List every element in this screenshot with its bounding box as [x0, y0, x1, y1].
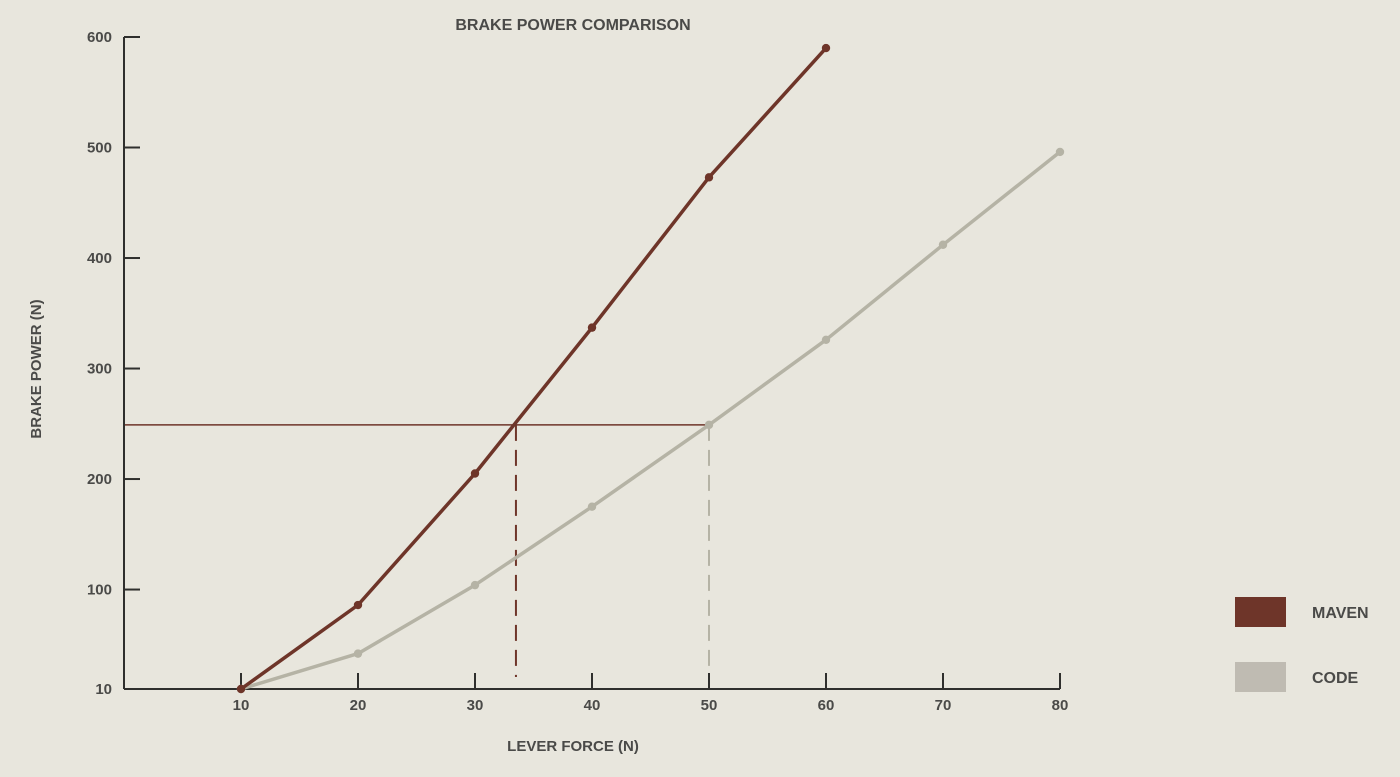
data-point-code: [587, 502, 597, 511]
y-axis-label: BRAKE POWER (N): [28, 299, 45, 438]
x-tick-label: 70: [935, 697, 952, 714]
legend-label-maven: MAVEN: [1312, 605, 1369, 622]
series-line-maven: [239, 46, 828, 691]
legend-swatch-maven: [1235, 597, 1286, 627]
data-point-code: [704, 420, 714, 430]
x-tick-label: 50: [701, 697, 718, 714]
data-point-code: [821, 335, 831, 344]
x-tick-label: 60: [818, 697, 835, 714]
x-tick-label: 10: [233, 697, 250, 714]
data-point-maven: [353, 600, 363, 610]
data-point-maven: [704, 173, 714, 182]
legend: MAVEN CODE: [1235, 597, 1369, 692]
data-point-maven: [470, 469, 480, 478]
series-line-code: [239, 150, 1062, 691]
y-tick-label: 100: [87, 582, 112, 599]
data-point-code: [353, 649, 363, 658]
data-point-maven: [236, 684, 246, 694]
x-tick-label: 20: [350, 697, 367, 714]
y-tick-label: 600: [87, 29, 112, 46]
y-tick-label: 500: [87, 140, 112, 157]
y-tick-label: 10: [95, 681, 112, 698]
tick-labels: 10 100 200 300 400 500 600 10 20 30 40 50 60 70 80: [87, 29, 1068, 714]
legend-label-code: CODE: [1312, 670, 1359, 687]
data-point-maven: [821, 43, 831, 53]
data-point-code: [938, 240, 948, 249]
x-tick-label: 40: [584, 697, 601, 714]
data-point-code: [1055, 147, 1065, 157]
x-tick-label: 30: [467, 697, 484, 714]
axes: [123, 36, 1061, 690]
data-point-maven: [587, 323, 597, 332]
series-layer: [236, 43, 1065, 694]
legend-swatch-code: [1235, 662, 1286, 692]
y-tick-label: 400: [87, 250, 112, 267]
y-tick-label: 200: [87, 471, 112, 488]
x-axis-label: LEVER FORCE (N): [507, 738, 639, 755]
data-point-code: [470, 580, 480, 590]
chart-title: BRAKE POWER COMPARISON: [455, 17, 690, 34]
reference-lines: [124, 424, 710, 677]
y-tick-label: 300: [87, 361, 112, 378]
x-tick-label: 80: [1052, 697, 1069, 714]
